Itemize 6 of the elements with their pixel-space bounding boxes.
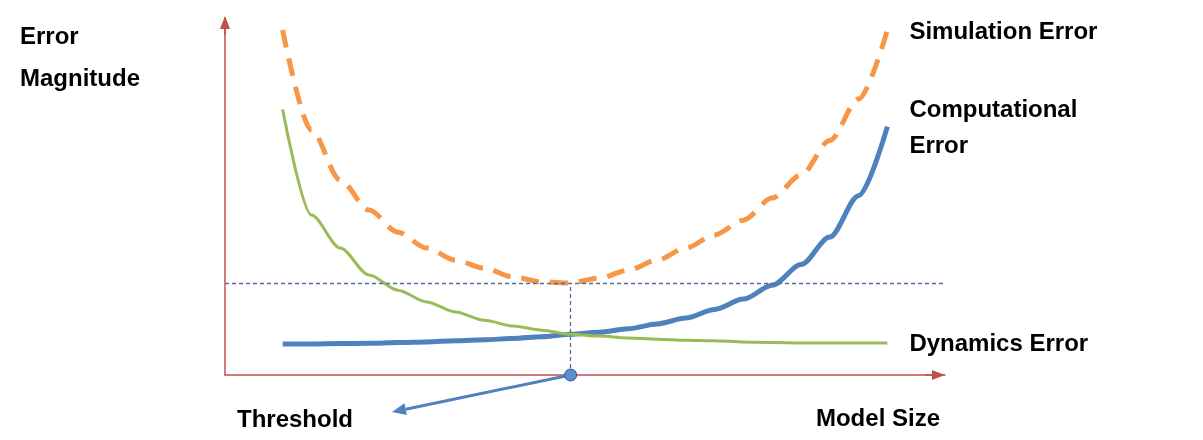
series-label: Simulation Error (909, 16, 1098, 44)
x-axis-title: Model Size (815, 403, 940, 431)
text: Threshold (237, 404, 354, 432)
series-label: Computational Error (909, 95, 1085, 159)
series-label: Dynamics Error (909, 329, 1089, 357)
y-axis-title: Error Magnitude (20, 21, 140, 91)
